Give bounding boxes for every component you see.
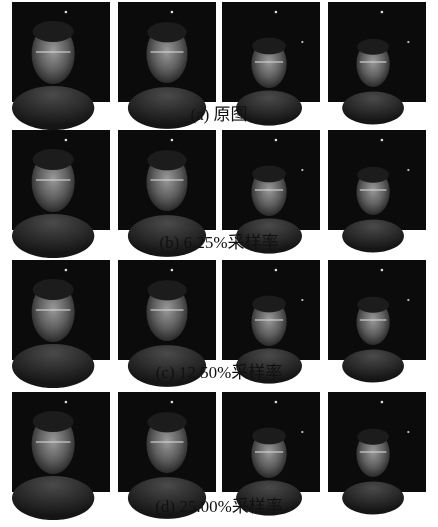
hair bbox=[357, 39, 389, 55]
light-dot bbox=[275, 11, 278, 14]
caption: (d) 25.00%采样率 bbox=[155, 497, 282, 516]
light-dot bbox=[381, 269, 384, 272]
light-dot bbox=[407, 299, 409, 301]
light-dot bbox=[381, 11, 384, 14]
page: (a) 原图 (b) 6.25%采样率 (c) 12.50%采样率 (d) 25.00… bbox=[0, 0, 438, 527]
light-dot bbox=[407, 169, 409, 171]
light-dot bbox=[381, 401, 384, 404]
light-dot bbox=[65, 401, 68, 404]
face-image bbox=[12, 392, 110, 520]
light-dot bbox=[301, 299, 303, 301]
face-image bbox=[12, 130, 110, 258]
shoulders bbox=[12, 86, 94, 130]
hair bbox=[252, 166, 286, 183]
hair bbox=[147, 412, 186, 432]
hair bbox=[357, 167, 389, 183]
light-dot bbox=[407, 431, 409, 433]
light-dot bbox=[65, 139, 68, 142]
light-dot bbox=[275, 139, 278, 142]
shoulders bbox=[342, 220, 404, 253]
shoulders bbox=[342, 92, 404, 125]
light-dot bbox=[275, 401, 278, 404]
hair bbox=[252, 428, 286, 445]
hair bbox=[357, 297, 389, 313]
face-image bbox=[12, 260, 110, 388]
hair bbox=[33, 279, 74, 300]
hair bbox=[252, 38, 286, 55]
light-dot bbox=[171, 139, 174, 142]
hair bbox=[147, 150, 186, 170]
light-dot bbox=[301, 431, 303, 433]
shoulders bbox=[12, 214, 94, 258]
light-dot bbox=[171, 269, 174, 272]
light-dot bbox=[407, 41, 409, 43]
face-image bbox=[328, 260, 426, 383]
hair bbox=[357, 429, 389, 445]
light-dot bbox=[301, 169, 303, 171]
hair bbox=[33, 411, 74, 432]
light-dot bbox=[171, 11, 174, 14]
hair bbox=[147, 22, 186, 42]
shoulders bbox=[342, 482, 404, 515]
hair bbox=[33, 21, 74, 42]
face-image bbox=[328, 2, 426, 125]
figure: (a) 原图 (b) 6.25%采样率 (c) 12.50%采样率 (d) 25.00… bbox=[0, 0, 438, 527]
caption: (b) 6.25%采样率 bbox=[160, 233, 279, 252]
light-dot bbox=[381, 139, 384, 142]
hair bbox=[252, 296, 286, 313]
face-image bbox=[12, 2, 110, 130]
caption: (a) 原图 bbox=[190, 105, 247, 124]
face-image bbox=[328, 392, 426, 515]
light-dot bbox=[65, 11, 68, 14]
hair bbox=[147, 280, 186, 300]
light-dot bbox=[301, 41, 303, 43]
light-dot bbox=[65, 269, 68, 272]
hair bbox=[33, 149, 74, 170]
light-dot bbox=[171, 401, 174, 404]
light-dot bbox=[275, 269, 278, 272]
shoulders bbox=[12, 476, 94, 520]
shoulders bbox=[342, 350, 404, 383]
shoulders bbox=[12, 344, 94, 388]
face-image bbox=[328, 130, 426, 253]
caption: (c) 12.50%采样率 bbox=[156, 363, 283, 382]
